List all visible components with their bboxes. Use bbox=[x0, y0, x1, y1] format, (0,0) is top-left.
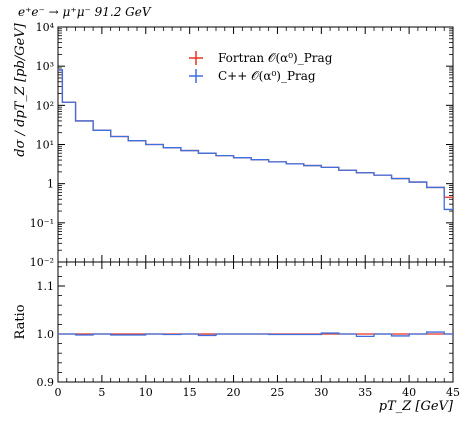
ratio-frame bbox=[57, 261, 454, 383]
legend: Fortran 𝒪(α⁰)_Prag C++ 𝒪(α⁰)_Prag bbox=[189, 51, 333, 83]
y-tick-label: 1 bbox=[47, 178, 54, 191]
ratio-series-cpp-line bbox=[58, 331, 453, 338]
main-panel: 10⁴ 10³ 10² 10¹ 1 10⁻¹ 10⁻² bbox=[30, 21, 454, 269]
x-tick-label: 0 bbox=[55, 386, 62, 399]
x-tick-label: 5 bbox=[98, 386, 105, 399]
x-tick-label: 45 bbox=[446, 386, 460, 399]
x-tick-label: 30 bbox=[314, 386, 328, 399]
main-ylabel: dσ / dpT_Z [pb/GeV] bbox=[13, 22, 28, 156]
x-tick-label: 35 bbox=[358, 386, 372, 399]
ratio-y-tick-label: 0.9 bbox=[37, 376, 55, 389]
x-tick-label: 15 bbox=[183, 386, 197, 399]
legend-label: Fortran 𝒪(α⁰)_Prag bbox=[218, 51, 333, 65]
chart-title: e⁺e⁻ → μ⁺μ⁻ 91.2 GeV bbox=[18, 5, 152, 19]
ratio-panel: 0 5 10 15 20 25 30 35 40 45 0.9 1.0 1.1 bbox=[37, 261, 460, 399]
y-tick-label: 10⁴ bbox=[36, 21, 55, 34]
x-tick-label: 25 bbox=[270, 386, 284, 399]
main-series-cpp-line bbox=[58, 69, 453, 211]
x-tick-label: 20 bbox=[227, 386, 241, 399]
y-tick-label: 10² bbox=[36, 99, 54, 112]
y-tick-label: 10³ bbox=[36, 60, 54, 73]
legend-label: C++ 𝒪(α⁰)_Prag bbox=[218, 69, 316, 83]
x-tick-label: 40 bbox=[402, 386, 416, 399]
ratio-y-tick-label: 1.0 bbox=[37, 328, 55, 341]
y-tick-label: 10¹ bbox=[36, 139, 54, 152]
x-axis-label: pT_Z [GeV] bbox=[379, 399, 454, 414]
ratio-y-tick-label: 1.1 bbox=[37, 280, 55, 293]
y-tick-label: 10⁻² bbox=[30, 256, 54, 269]
x-tick-label: 10 bbox=[139, 386, 153, 399]
ratio-ylabel: Ratio bbox=[13, 304, 28, 339]
y-tick-label: 10⁻¹ bbox=[30, 217, 54, 230]
